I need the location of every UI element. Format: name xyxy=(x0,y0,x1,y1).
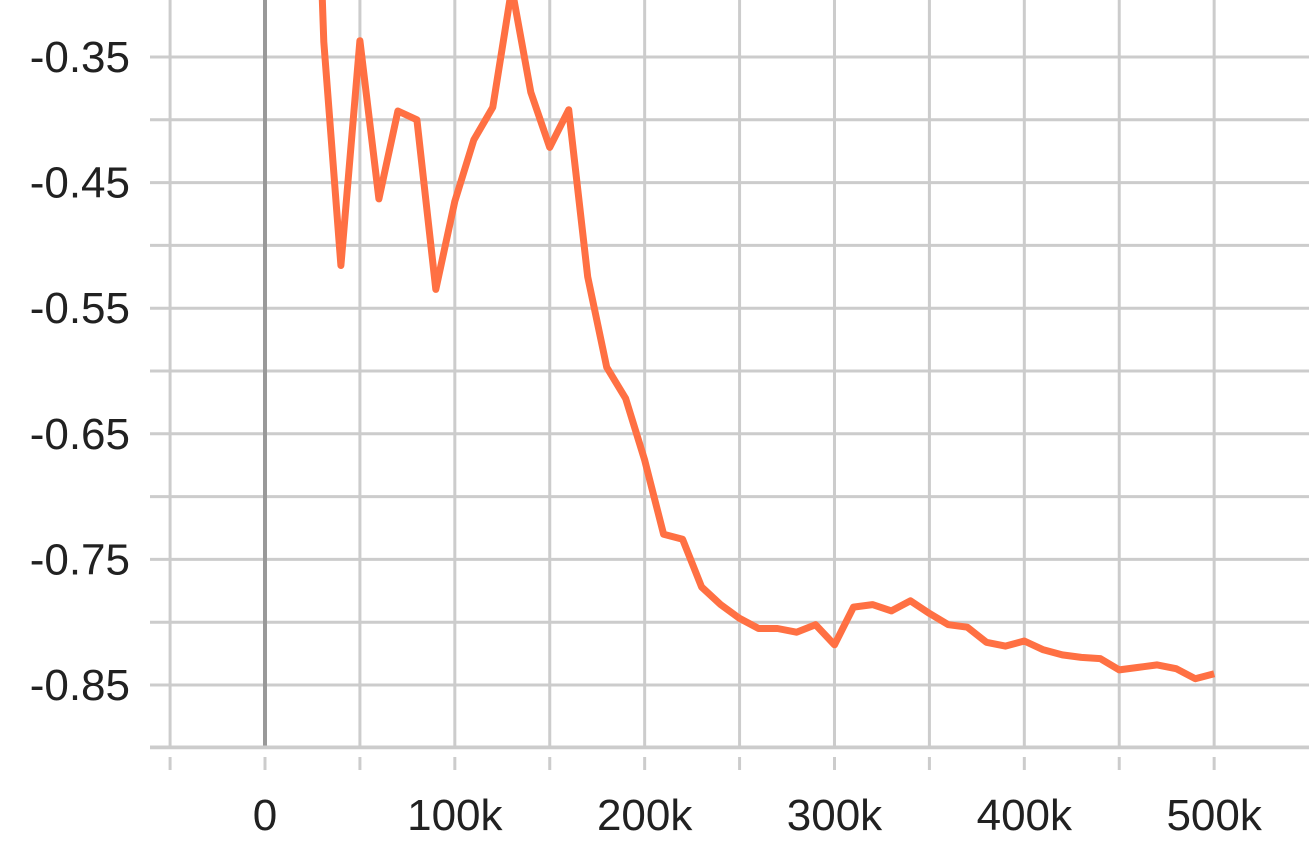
y-tick-label: -0.75 xyxy=(30,535,130,584)
x-tick-label: 400k xyxy=(977,791,1073,840)
y-tick-label: -0.65 xyxy=(30,410,130,459)
x-tick-label: 300k xyxy=(787,791,883,840)
tick-labels: 0 100k 200k 300k 400k 500k -0.35 -0.45 -0.55 -0.6… xyxy=(30,33,1263,840)
x-tick-label: 0 xyxy=(253,791,277,840)
y-tick-label: -0.35 xyxy=(30,33,130,82)
y-tick-label: -0.55 xyxy=(30,284,130,333)
x-tick-label: 500k xyxy=(1166,791,1262,840)
y-tick-label: -0.45 xyxy=(30,159,130,208)
x-tick-label: 200k xyxy=(597,791,693,840)
x-tick-label: 100k xyxy=(407,791,503,840)
series-layer xyxy=(318,0,1216,683)
y-tick-label: -0.85 xyxy=(30,661,130,710)
series-line xyxy=(318,0,1216,683)
grid xyxy=(150,0,1309,750)
axes xyxy=(150,0,1309,770)
